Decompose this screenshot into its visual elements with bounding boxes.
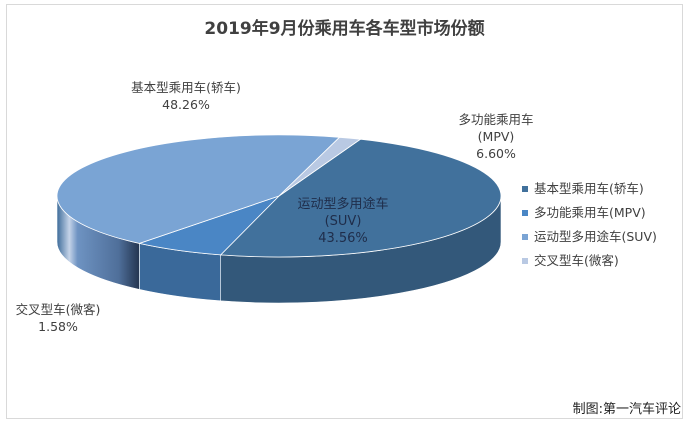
pie-slices bbox=[56, 134, 502, 258]
data-label-0: 基本型乘用车(轿车) 48.26% bbox=[131, 80, 241, 112]
pie-slice-0 bbox=[219, 138, 502, 258]
legend-swatch-0 bbox=[522, 186, 528, 192]
legend-label-3: 交叉型车(微客) bbox=[534, 253, 619, 268]
legend-swatch-3 bbox=[522, 258, 528, 264]
legend: 基本型乘用车(轿车) 多功能乘用车(MPV) 运动型多用途车(SUV) 交叉型车(微客… bbox=[522, 181, 657, 268]
chart-title: 2019年9月份乘用车各车型市场份额 bbox=[204, 19, 485, 39]
pie-side-walls bbox=[56, 195, 502, 304]
legend-swatch-1 bbox=[522, 210, 528, 216]
legend-label-0: 基本型乘用车(轿车) bbox=[534, 181, 644, 196]
pie-slice-2 bbox=[56, 134, 341, 244]
legend-label-2: 运动型多用途车(SUV) bbox=[534, 229, 657, 244]
data-label-2: 运动型多用途车(SUV) 43.56% bbox=[297, 196, 388, 246]
legend-swatch-2 bbox=[522, 234, 528, 240]
chart-credit: 制图:第一汽车评论 bbox=[572, 402, 681, 417]
pie-slice-3 bbox=[278, 136, 362, 197]
data-label-1: 多功能乘用车(MPV) 6.60% bbox=[458, 112, 533, 161]
data-label-3: 交叉型车(微客) 1.58% bbox=[16, 302, 101, 334]
legend-label-1: 多功能乘用车(MPV) bbox=[534, 205, 646, 220]
